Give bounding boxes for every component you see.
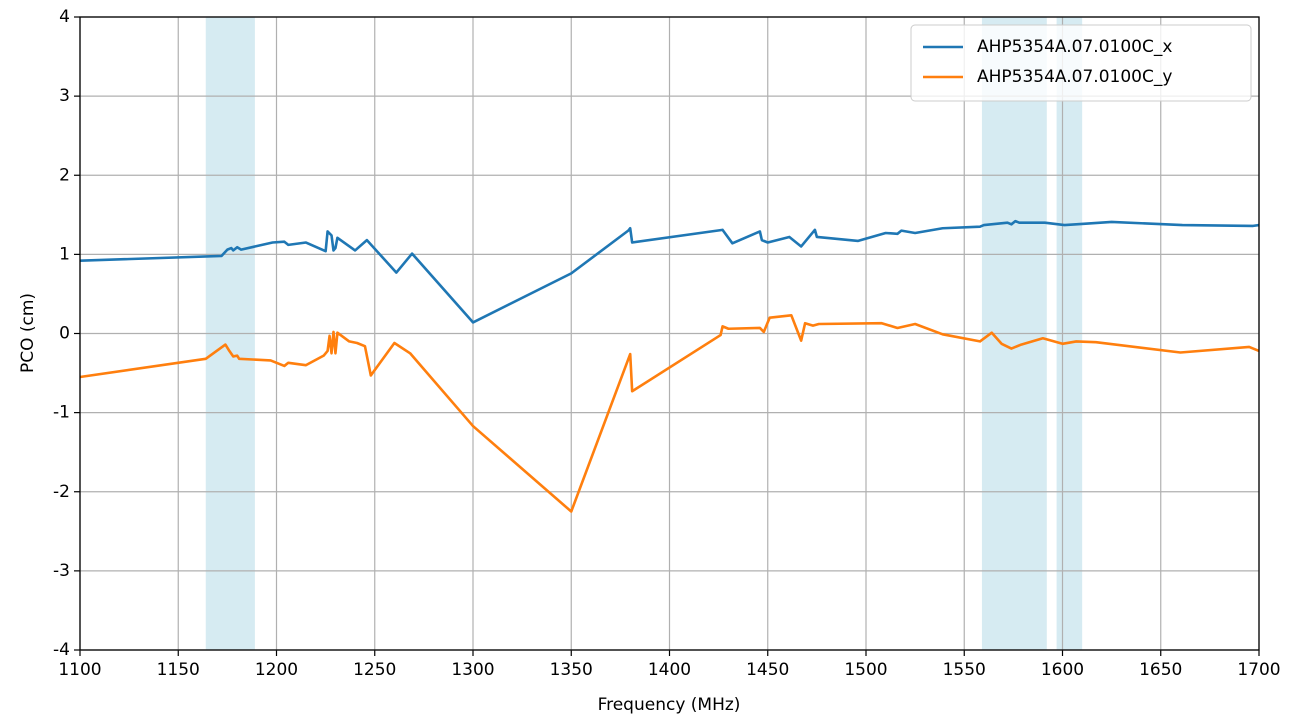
y-tick-label: 3 xyxy=(59,86,70,106)
y-tick-label: -2 xyxy=(53,482,70,502)
plot-frame xyxy=(79,16,1260,651)
legend-box xyxy=(910,24,1252,102)
x-axis-label: Frequency (MHz) xyxy=(598,695,741,715)
y-tick-label: -4 xyxy=(53,640,70,660)
x-tick-label: 1400 xyxy=(648,660,691,680)
y-axis-label: PCO (cm) xyxy=(18,293,38,373)
x-tick-label: 1200 xyxy=(255,660,298,680)
y-tick-label: 1 xyxy=(59,244,70,264)
x-tick-label: 1500 xyxy=(844,660,887,680)
series-line xyxy=(79,219,1260,324)
x-tick-label: 1450 xyxy=(746,660,789,680)
x-tick-label: 1700 xyxy=(1237,660,1280,680)
x-tick-label: 1300 xyxy=(451,660,494,680)
y-tick-label: 0 xyxy=(59,324,70,344)
x-tick-label: 1100 xyxy=(58,660,101,680)
y-tick-label: 2 xyxy=(59,165,70,185)
legend-label: AHP5354A.07.0100C_y xyxy=(977,67,1172,87)
y-tick-label: -1 xyxy=(53,403,70,423)
x-tick-label: 1550 xyxy=(943,660,986,680)
legend: AHP5354A.07.0100C_x AHP5354A.07.0100C_y xyxy=(910,24,1252,102)
y-tick-label: 4 xyxy=(59,7,70,27)
x-tick-label: 1350 xyxy=(550,660,593,680)
x-tick-label: 1150 xyxy=(157,660,200,680)
legend-label: AHP5354A.07.0100C_x xyxy=(977,37,1172,57)
x-tick-label: 1600 xyxy=(1041,660,1084,680)
x-tick-label: 1650 xyxy=(1139,660,1182,680)
y-tick-label: -3 xyxy=(53,561,70,581)
x-tick-label: 1250 xyxy=(353,660,396,680)
series-line xyxy=(79,314,1260,513)
